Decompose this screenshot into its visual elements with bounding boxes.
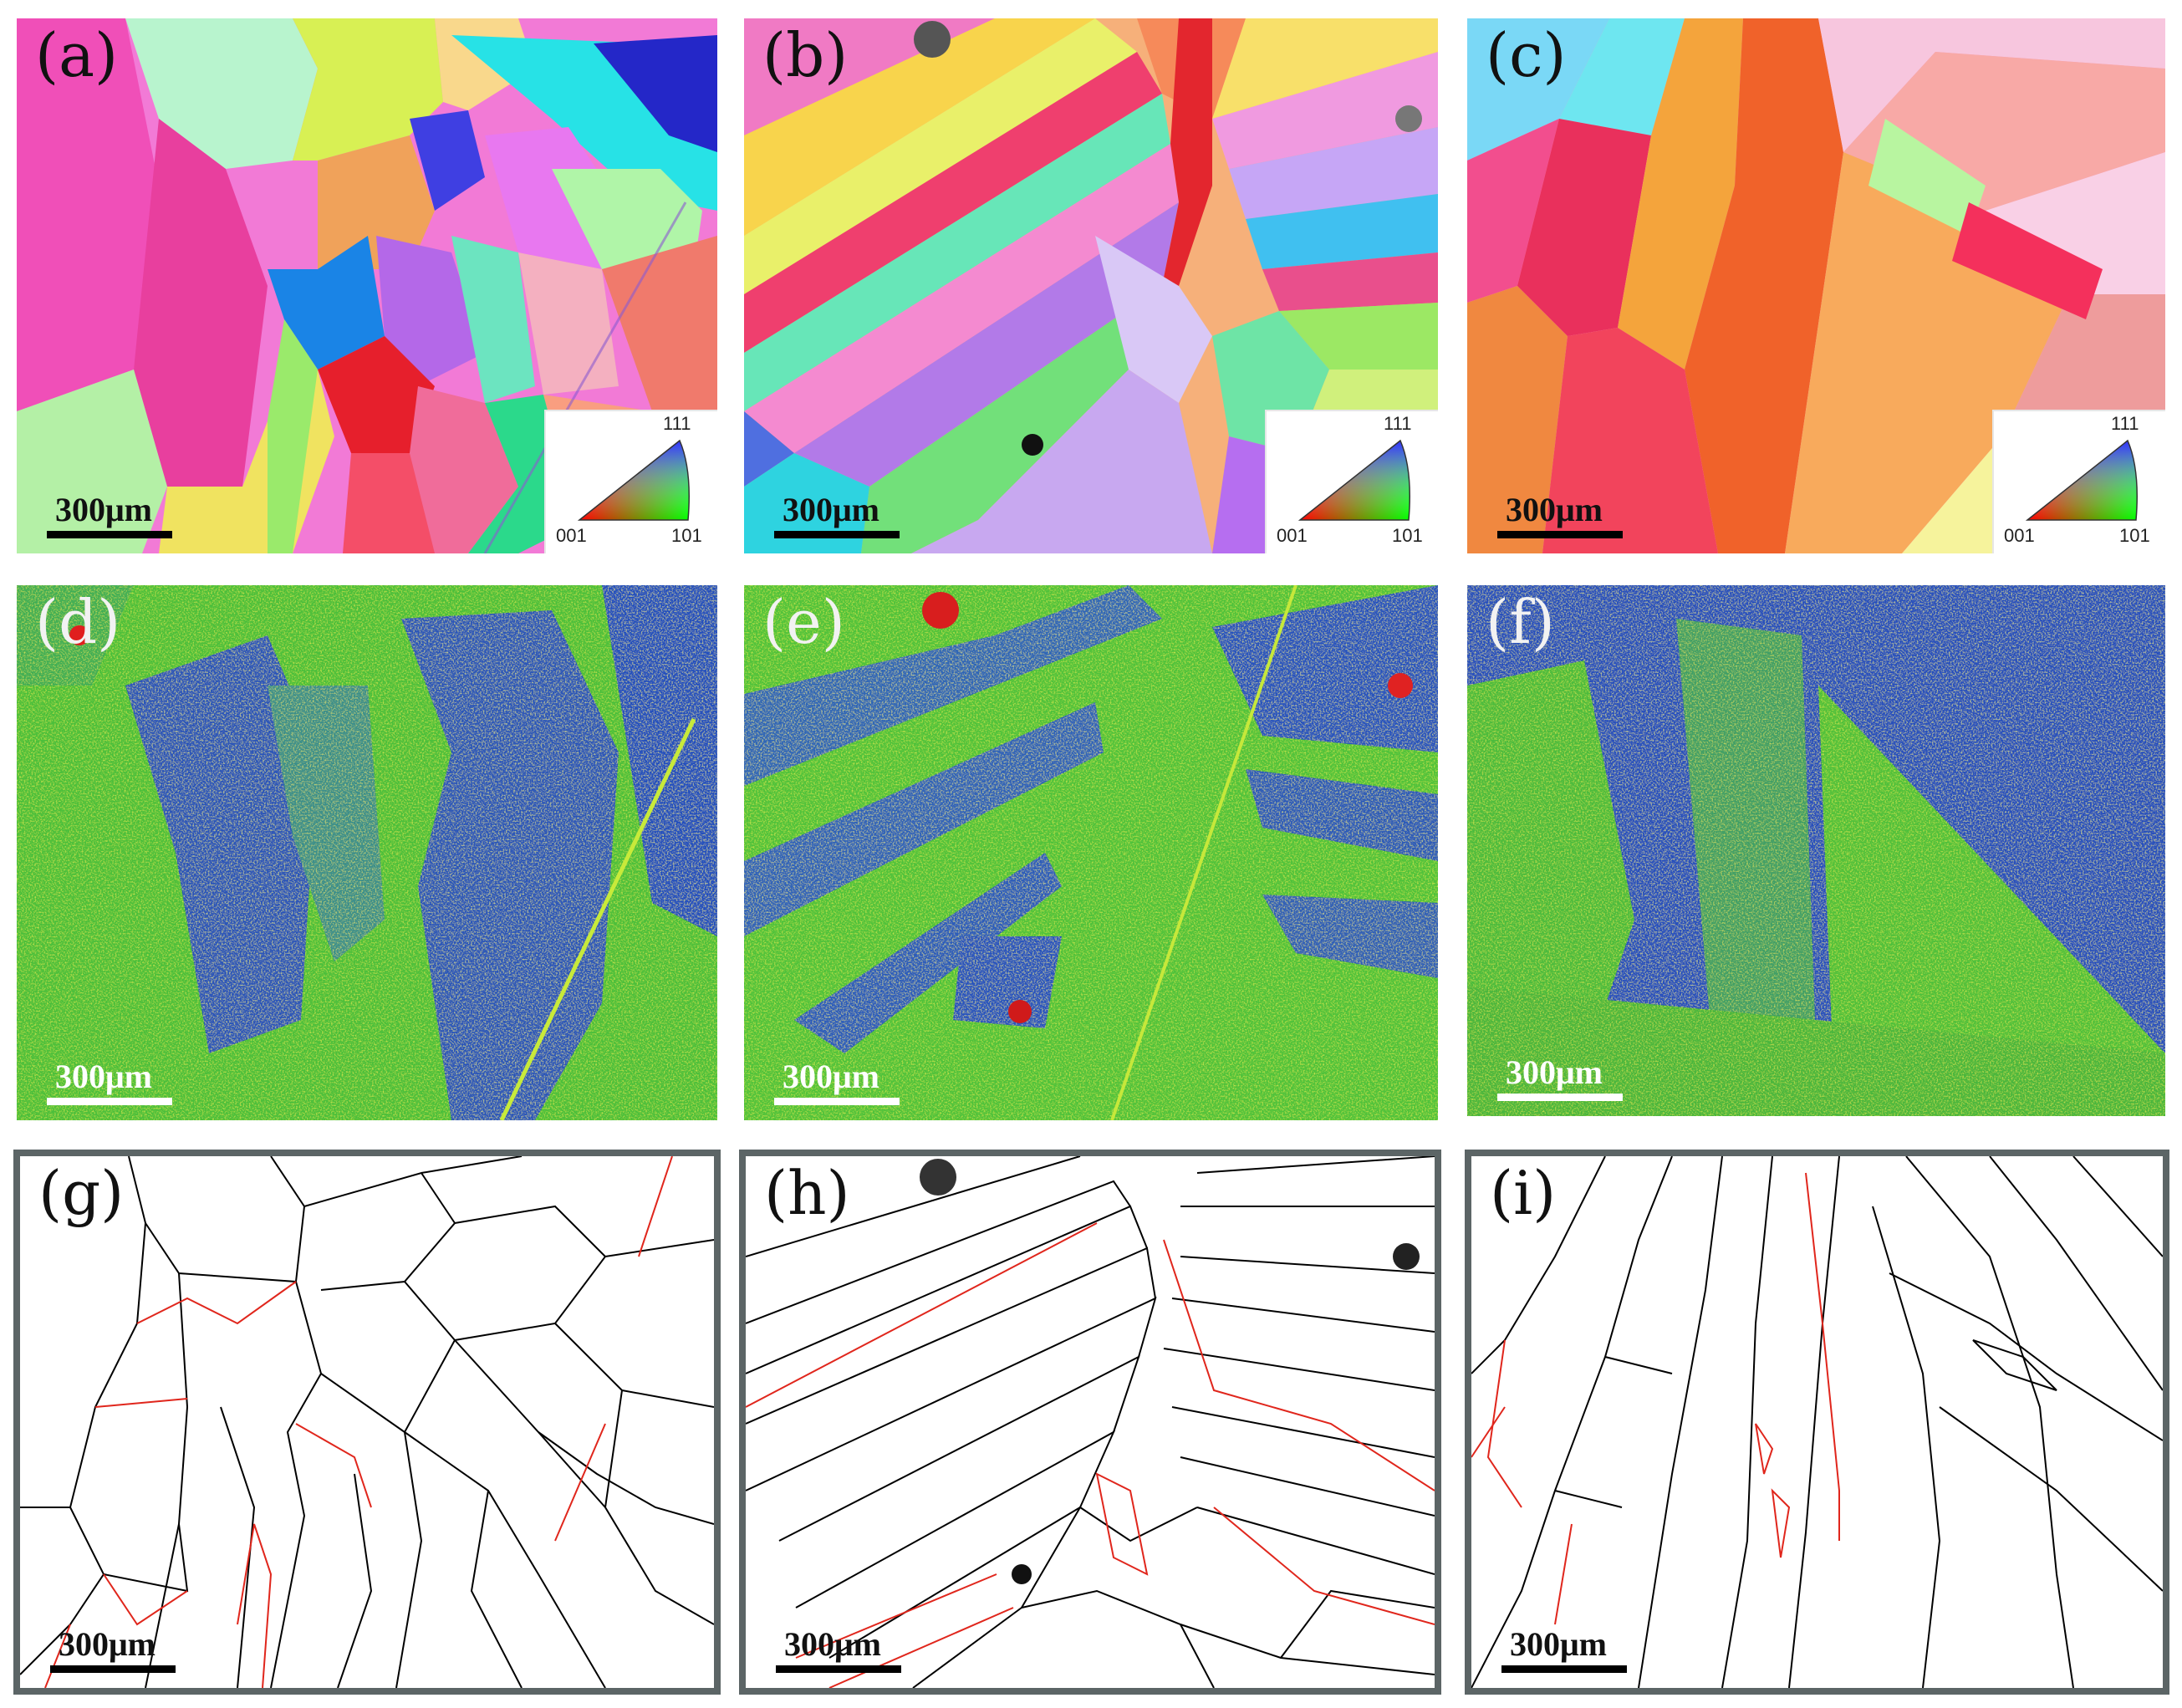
scale-line-e — [774, 1098, 900, 1105]
scale-bar-c: 300μm — [1497, 490, 1631, 538]
ipf-label-101: 101 — [1392, 525, 1423, 546]
ipf-label-001: 001 — [1277, 525, 1308, 546]
panel-label-c: (c) — [1486, 20, 1567, 90]
panel-label-g: (g) — [38, 1158, 125, 1228]
scale-text-h: 300μm — [784, 1625, 881, 1663]
ipf-label-101: 101 — [2119, 525, 2150, 546]
scale-line-g — [50, 1665, 176, 1673]
scale-line-h — [776, 1665, 901, 1673]
ipf-label-111: 111 — [2111, 413, 2139, 434]
panel-i-boundary-map: (i) 300μm — [1465, 1150, 2169, 1695]
panel-f-kam-map: (f) 300μm — [1467, 585, 2165, 1116]
panel-label-d: (d) — [35, 587, 121, 657]
boundary-map-g — [20, 1156, 714, 1688]
panel-d-kam-map: (d) 300μm — [17, 585, 717, 1120]
panel-label-i: (i) — [1490, 1158, 1557, 1228]
ipf-triangle — [1297, 439, 1410, 521]
ipf-label-001: 001 — [2004, 525, 2035, 546]
scale-line-f — [1497, 1094, 1623, 1101]
scale-line-c — [1497, 531, 1623, 538]
ipf-triangle — [2025, 439, 2138, 521]
scale-line-b — [774, 531, 900, 538]
scale-bar-i: 300μm — [1501, 1624, 1635, 1673]
ipf-label-101: 101 — [671, 525, 702, 546]
scale-bar-e: 300μm — [774, 1057, 908, 1105]
scale-text-b: 300μm — [783, 491, 879, 528]
scale-text-c: 300μm — [1506, 491, 1603, 528]
boundary-map-h — [746, 1156, 1435, 1688]
scale-text-i: 300μm — [1510, 1625, 1607, 1663]
scale-text-f: 300μm — [1506, 1053, 1603, 1091]
scale-line-a — [47, 531, 172, 538]
scale-line-d — [47, 1098, 172, 1105]
panel-b-ipf-map: 111 001 101 (b) 300μm — [744, 18, 1438, 553]
ipf-triangle — [577, 439, 690, 521]
scale-text-g: 300μm — [59, 1625, 155, 1663]
panel-c-ipf-map: 111 001 101 (c) 300μm — [1467, 18, 2165, 553]
scale-line-i — [1501, 1665, 1627, 1673]
panel-e-kam-map: (e) 300μm — [744, 585, 1438, 1120]
ipf-color-key-b: 111 001 101 — [1265, 410, 1438, 553]
kam-map-f — [1467, 585, 2165, 1116]
ipf-color-key-c: 111 001 101 — [1992, 410, 2165, 553]
scale-text-a: 300μm — [55, 491, 152, 528]
panel-label-f: (f) — [1486, 587, 1555, 657]
ipf-color-key-a: 111 001 101 — [544, 410, 717, 553]
kam-map-d — [17, 585, 717, 1120]
scale-bar-d: 300μm — [47, 1057, 181, 1105]
kam-map-e — [744, 585, 1438, 1120]
scale-bar-f: 300μm — [1497, 1053, 1631, 1101]
ipf-label-001: 001 — [556, 525, 587, 546]
panel-g-boundary-map: (g) 300μm — [13, 1150, 721, 1695]
boundary-map-i — [1471, 1156, 2163, 1688]
scale-bar-h: 300μm — [776, 1624, 910, 1673]
scale-text-e: 300μm — [783, 1058, 879, 1095]
ipf-label-111: 111 — [663, 413, 691, 434]
panel-label-h: (h) — [764, 1158, 850, 1228]
scale-bar-a: 300μm — [47, 490, 181, 538]
panel-label-e: (e) — [762, 587, 845, 657]
panel-h-boundary-map: (h) 300μm — [739, 1150, 1441, 1695]
scale-bar-b: 300μm — [774, 490, 908, 538]
scale-text-d: 300μm — [55, 1058, 152, 1095]
panel-label-b: (b) — [762, 20, 849, 90]
panel-a-ipf-map: 111 001 101 (a) 300μm — [17, 18, 717, 553]
panel-label-a: (a) — [35, 20, 119, 90]
ipf-label-111: 111 — [1384, 413, 1412, 434]
scale-bar-g: 300μm — [50, 1624, 184, 1673]
